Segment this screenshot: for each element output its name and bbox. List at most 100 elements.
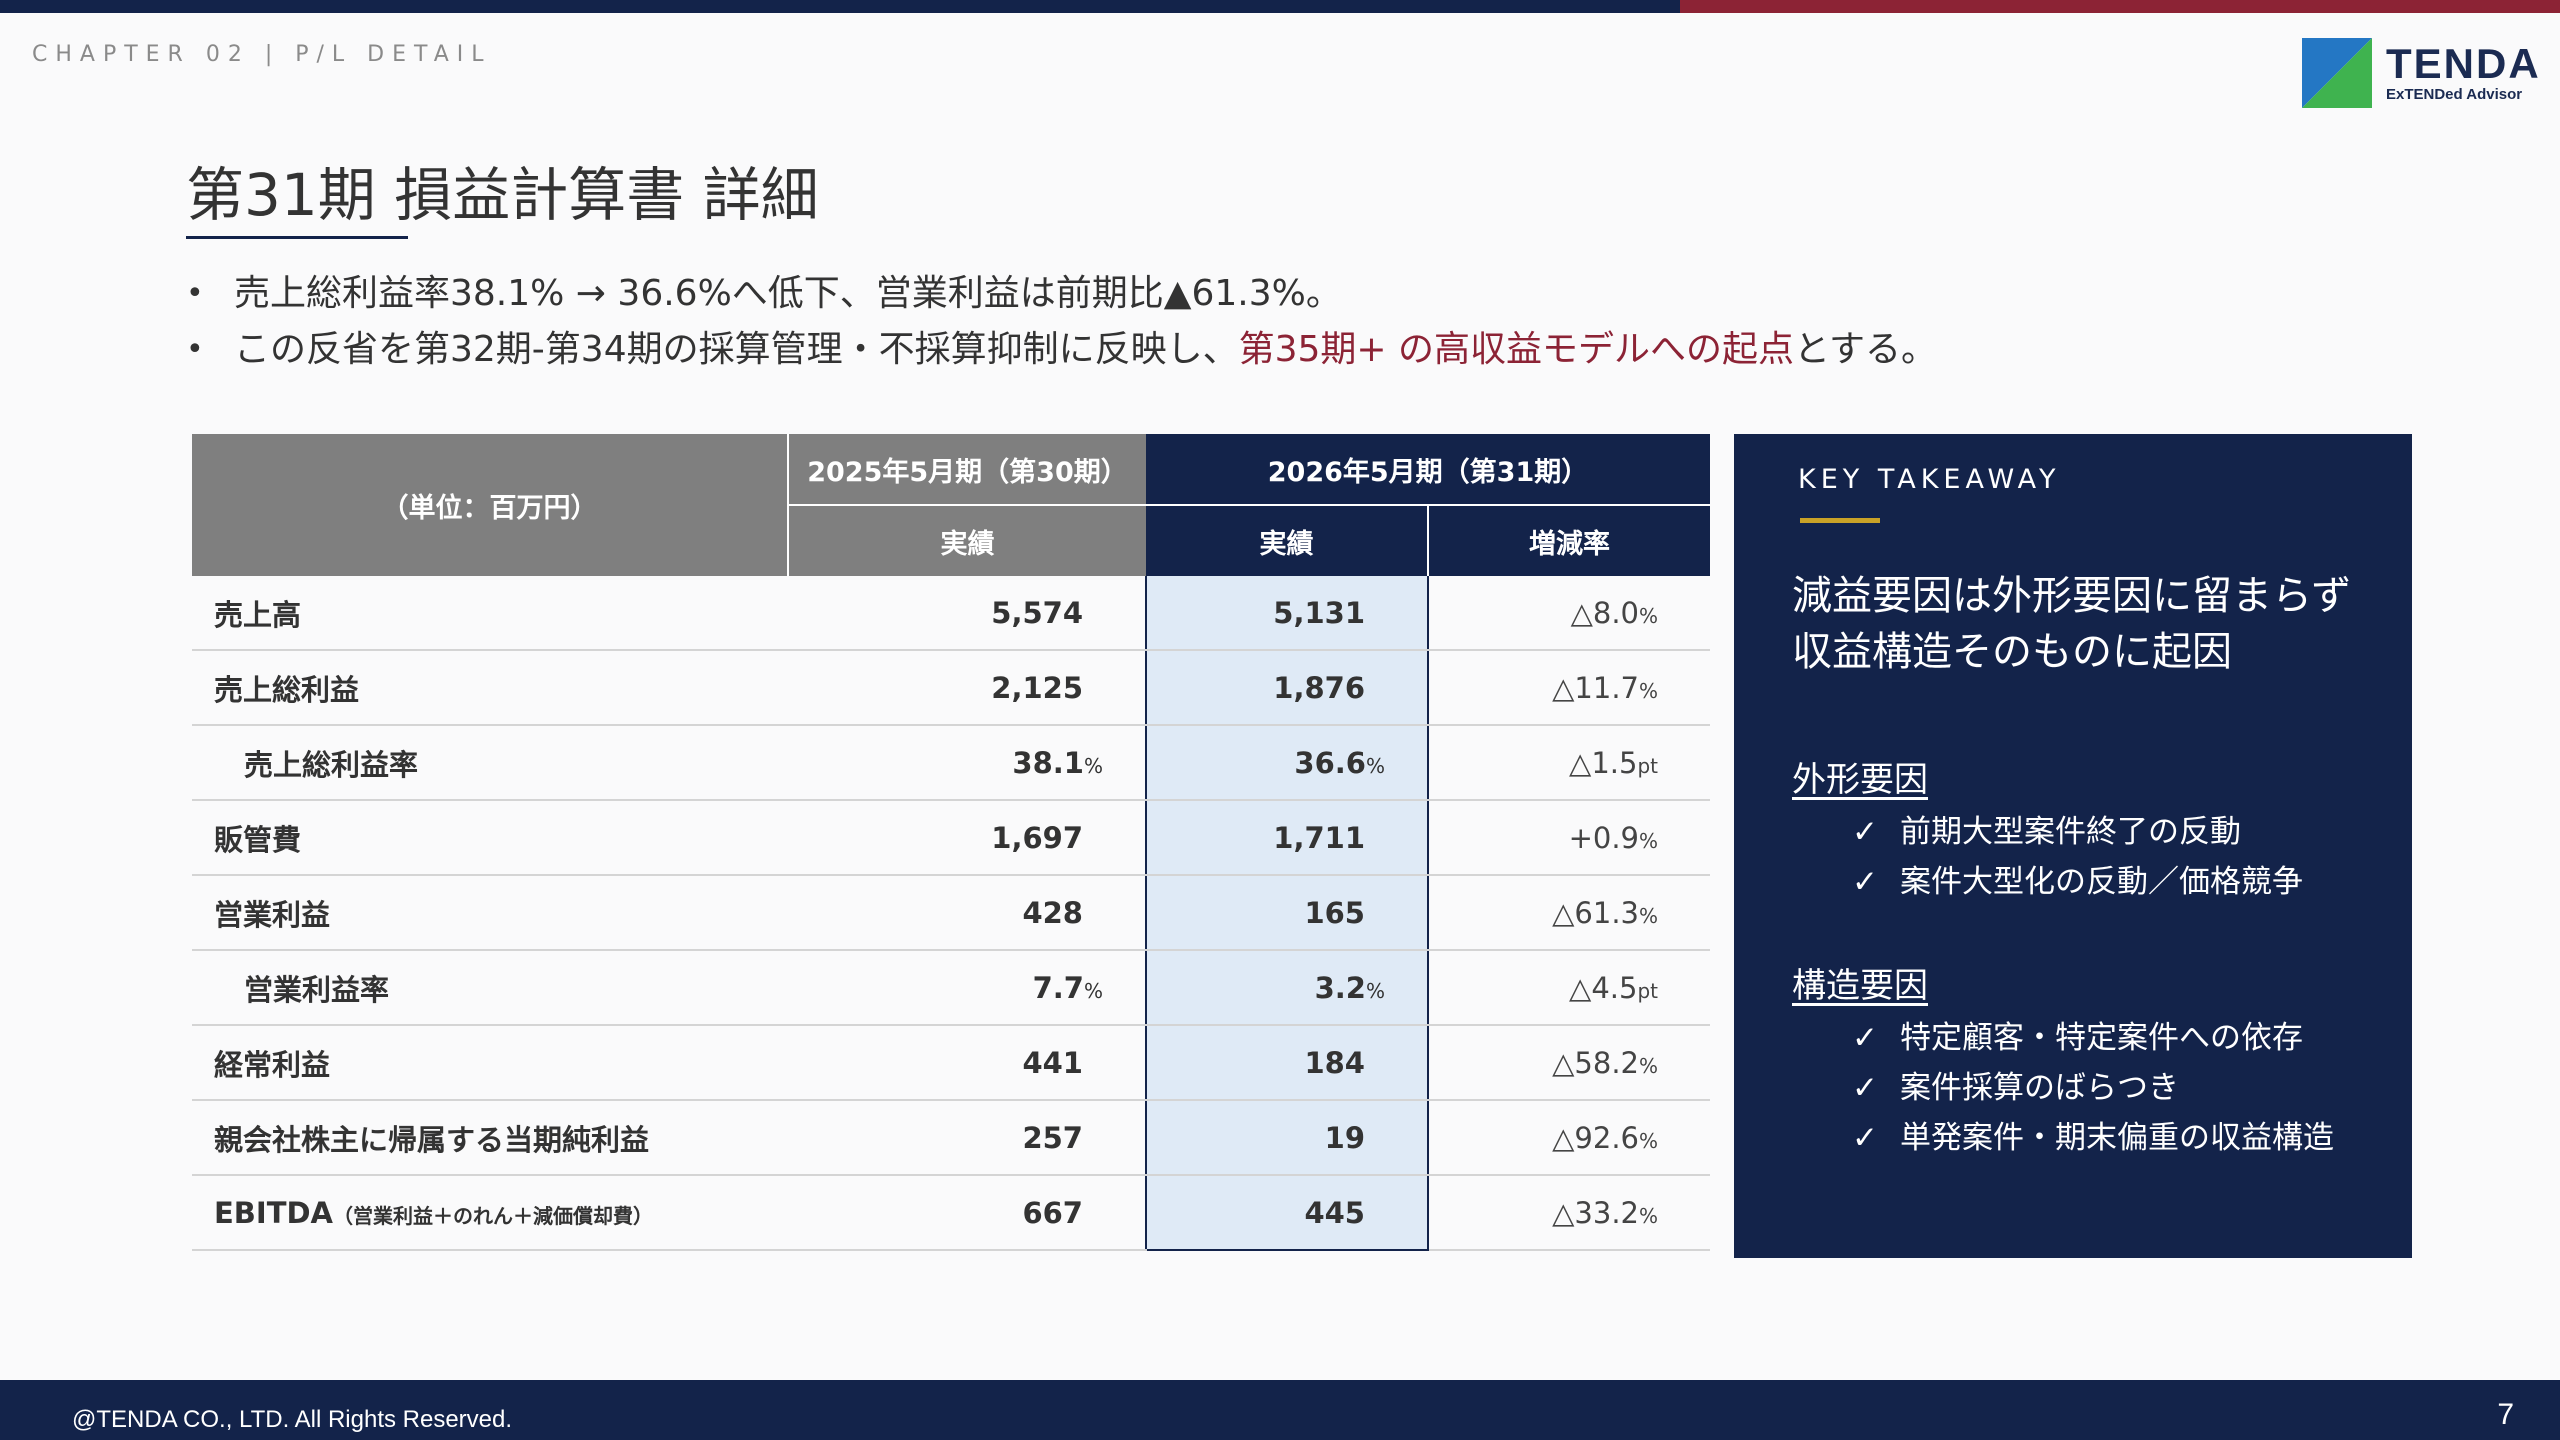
- takeaway-headline-line1: 減益要因は外形要因に留まらず: [1792, 573, 2352, 619]
- table-row: 営業利益 428 165 △61.3%: [192, 875, 1711, 951]
- prev-value: 257: [788, 1100, 1146, 1176]
- table-row: EBITDA（営業利益＋のれん＋減価償却費） 667 445 △33.2%: [192, 1175, 1711, 1251]
- pl-table: （単位：百万円） 2025年5月期（第30期） 2026年5月期（第31期） 実…: [192, 434, 1711, 1251]
- check-icon: ✓: [1852, 814, 1878, 850]
- check-icon: ✓: [1852, 1120, 1878, 1156]
- prev-period-header: 2025年5月期（第30期）: [787, 434, 1146, 506]
- table-row: 販管費 1,697 1,711 +0.9%: [192, 800, 1711, 876]
- prev-value: 667: [788, 1175, 1146, 1251]
- structural-factor-item: ✓ 案件採算のばらつき: [1852, 1062, 2179, 1107]
- key-takeaway-rule: [1800, 518, 1880, 523]
- row-label: 営業利益率: [192, 950, 788, 1026]
- change-unit: %: [1639, 828, 1659, 853]
- page-title: 第31期 損益計算書 詳細: [186, 161, 819, 229]
- takeaway-headline: 減益要因は外形要因に留まらず 収益構造そのものに起因: [1792, 568, 2392, 680]
- bullet-item: • 売上総利益率38.1% → 36.6%へ低下、営業利益は前期比▲61.3%。: [186, 266, 2086, 322]
- prev-value: 38.1%: [788, 725, 1146, 801]
- change-number: △8.0: [1570, 595, 1639, 630]
- change-unit: %: [1639, 903, 1659, 928]
- row-label: 売上総利益率: [192, 725, 788, 801]
- change-number: △58.2: [1552, 1045, 1639, 1080]
- cur-number: 36.6: [1294, 745, 1366, 780]
- logo-mark-icon: [2302, 38, 2372, 108]
- row-label: 販管費: [192, 800, 788, 876]
- row-label: 経常利益: [192, 1025, 788, 1101]
- unit-label: （単位：百万円）: [192, 434, 788, 576]
- row-label: 売上総利益: [192, 650, 788, 726]
- change-value: △92.6%: [1428, 1100, 1711, 1176]
- table-row: 売上高 5,574 5,131 △8.0%: [192, 576, 1711, 651]
- chapter-label: CHAPTER 02 | P/L DETAIL: [32, 42, 492, 67]
- change-unit: %: [1639, 1053, 1659, 1078]
- prev-value: 7.7%: [788, 950, 1146, 1026]
- change-unit: %: [1639, 678, 1659, 703]
- table-row: 親会社株主に帰属する当期純利益 257 19 △92.6%: [192, 1100, 1711, 1176]
- check-icon: ✓: [1852, 1070, 1878, 1106]
- change-value: △11.7%: [1428, 650, 1711, 726]
- change-value: △8.0%: [1428, 576, 1711, 651]
- check-icon: ✓: [1852, 1020, 1878, 1056]
- prev-actual-header: 実績: [787, 505, 1146, 576]
- cur-value: 184: [1145, 1025, 1429, 1101]
- external-factor-item: ✓ 案件大型化の反動／価格競争: [1852, 856, 2303, 901]
- logo-name: TENDA: [2386, 40, 2541, 87]
- cur-period-header: 2026年5月期（第31期）: [1146, 434, 1711, 506]
- structural-factor-item: ✓ 単発案件・期末偏重の収益構造: [1852, 1112, 2334, 1157]
- prev-unit: %: [1083, 753, 1103, 778]
- prev-number: 38.1: [1012, 745, 1084, 780]
- row-label: EBITDA（営業利益＋のれん＋減価償却費）: [192, 1175, 788, 1251]
- key-takeaway-heading: KEY TAKEAWAY: [1798, 464, 2061, 495]
- check-icon: ✓: [1852, 864, 1878, 900]
- change-number: △92.6: [1552, 1120, 1639, 1155]
- change-number: △4.5: [1569, 970, 1638, 1005]
- top-accent-bar-red: [1680, 0, 2560, 13]
- page-number: 7: [2497, 1398, 2514, 1431]
- structural-factors-title: 構造要因: [1792, 966, 1928, 1006]
- change-value: △61.3%: [1428, 875, 1711, 951]
- table-row: 経常利益 441 184 △58.2%: [192, 1025, 1711, 1101]
- row-label: 売上高: [192, 576, 788, 651]
- cur-actual-header: 実績: [1146, 505, 1428, 576]
- cur-number: 3.2: [1314, 970, 1366, 1005]
- summary-bullets: • 売上総利益率38.1% → 36.6%へ低下、営業利益は前期比▲61.3%。…: [186, 266, 2086, 378]
- table-row: 売上総利益 2,125 1,876 △11.7%: [192, 650, 1711, 726]
- cur-value: 1,876: [1145, 650, 1429, 726]
- bullet-text: 売上総利益率38.1% → 36.6%へ低下、営業利益は前期比▲61.3%。: [234, 273, 1342, 314]
- top-accent-bar: [0, 0, 2560, 13]
- prev-value: 441: [788, 1025, 1146, 1101]
- change-value: △33.2%: [1428, 1175, 1711, 1251]
- table-row: 売上総利益率 38.1% 36.6% △1.5pt: [192, 725, 1711, 801]
- copyright-text: @TENDA CO., LTD. All Rights Reserved.: [72, 1406, 513, 1433]
- top-accent-bar-navy: [0, 0, 1680, 13]
- change-value: +0.9%: [1428, 800, 1711, 876]
- row-label-main: EBITDA: [214, 1195, 334, 1230]
- item-text: 案件大型化の反動／価格競争: [1900, 864, 2303, 900]
- bullet-text-pre: この反省を第32期-第34期の採算管理・不採算抑制に反映し、: [234, 329, 1239, 370]
- item-text: 特定顧客・特定案件への依存: [1900, 1020, 2303, 1056]
- prev-value: 2,125: [788, 650, 1146, 726]
- change-unit: pt: [1637, 753, 1659, 778]
- change-number: △33.2: [1552, 1195, 1639, 1230]
- external-factor-item: ✓ 前期大型案件終了の反動: [1852, 806, 2241, 851]
- cur-value: 165: [1145, 875, 1429, 951]
- cur-value: 19: [1145, 1100, 1429, 1176]
- change-value: △4.5pt: [1428, 950, 1711, 1026]
- cur-value: 3.2%: [1145, 950, 1429, 1026]
- footer-bar: @TENDA CO., LTD. All Rights Reserved. 7: [0, 1380, 2560, 1440]
- cur-value: 5,131: [1145, 576, 1429, 651]
- change-unit: %: [1639, 1128, 1659, 1153]
- prev-value: 1,697: [788, 800, 1146, 876]
- cur-unit: %: [1365, 978, 1385, 1003]
- change-unit: %: [1639, 603, 1659, 628]
- table-row: 営業利益率 7.7% 3.2% △4.5pt: [192, 950, 1711, 1026]
- change-number: △11.7: [1552, 670, 1639, 705]
- bullet-dot-icon: •: [186, 332, 204, 367]
- row-label: 営業利益: [192, 875, 788, 951]
- change-number: △61.3: [1552, 895, 1639, 930]
- change-unit: pt: [1637, 978, 1659, 1003]
- key-takeaway-panel: KEY TAKEAWAY 減益要因は外形要因に留まらず 収益構造そのものに起因 …: [1734, 434, 2412, 1258]
- item-text: 単発案件・期末偏重の収益構造: [1900, 1120, 2334, 1156]
- bullet-item: • この反省を第32期-第34期の採算管理・不採算抑制に反映し、第35期+ の高…: [186, 322, 2086, 378]
- title-underline: [186, 236, 408, 239]
- change-value: △58.2%: [1428, 1025, 1711, 1101]
